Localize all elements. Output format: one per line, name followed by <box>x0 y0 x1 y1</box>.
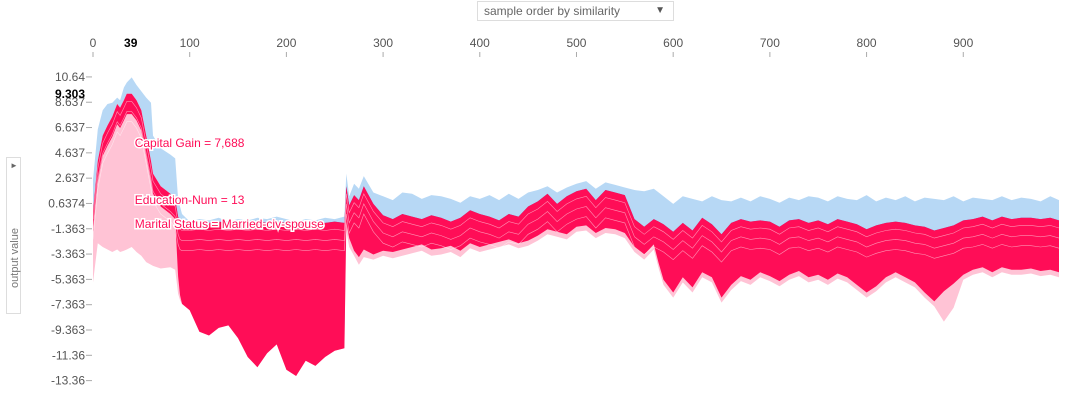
force-areas <box>92 77 1060 377</box>
x-tick-label: 600 <box>663 36 683 50</box>
positive-force-area <box>93 93 1059 377</box>
x-highlight-label: 39 <box>124 36 138 50</box>
x-tick-label: 500 <box>566 36 586 50</box>
feature-annotation: Capital Gain = 7,688 <box>135 136 245 150</box>
x-tick-label: 0 <box>90 36 97 50</box>
y-tick-label: 4.637 <box>55 146 85 160</box>
feature-annotation: Marital Status = Married-civ-spouse <box>135 217 324 231</box>
sample-order-select-label: sample order by similarity <box>484 4 621 18</box>
y-tick-label: -9.363 <box>51 323 85 337</box>
x-tick-label: 300 <box>373 36 393 50</box>
force-divider-line <box>92 111 1060 253</box>
y-tick-label: 0.6374 <box>48 196 85 210</box>
y-tick-label: 8.637 <box>55 95 85 109</box>
output-value-toggle[interactable]: ► output value <box>6 157 21 314</box>
x-tick-label: 200 <box>276 36 296 50</box>
x-tick-label: 900 <box>953 36 973 50</box>
x-axis: 0 100 200 300 400 500 600 700 800 900 39 <box>90 36 974 57</box>
expand-arrow-icon: ► <box>10 161 18 170</box>
y-axis: 10.64 8.637 6.637 4.637 2.637 0.6374 -1.363 -3.… <box>48 70 92 388</box>
feature-annotations: Capital Gain = 7,688 Education-Num = 13 Ma… <box>133 135 325 233</box>
x-tick-label: 400 <box>470 36 490 50</box>
y-tick-label: 2.637 <box>55 171 85 185</box>
x-tick-label: 700 <box>760 36 780 50</box>
y-tick-label: 10.64 <box>55 70 85 84</box>
y-tick-label: 6.637 <box>55 121 85 135</box>
x-tick-label: 800 <box>857 36 877 50</box>
y-tick-label: -5.363 <box>51 272 85 286</box>
y-tick-label: -11.36 <box>52 348 85 362</box>
force-divider-line <box>92 101 1060 243</box>
x-tick-label: 100 <box>180 36 200 50</box>
negative-light-band <box>93 77 1059 235</box>
y-tick-label: -13.36 <box>51 374 85 388</box>
feature-annotation: Education-Num = 13 <box>135 193 245 207</box>
y-tick-label: -7.363 <box>51 298 85 312</box>
force-divider-line <box>92 121 1060 263</box>
y-tick-label: -1.363 <box>51 222 85 236</box>
chevron-down-icon: ▼ <box>655 5 665 16</box>
y-tick-label: -3.363 <box>51 247 85 261</box>
sample-order-select[interactable]: sample order by similarity ▼ <box>477 1 674 21</box>
y-highlight-label: 9.303 <box>55 87 85 101</box>
